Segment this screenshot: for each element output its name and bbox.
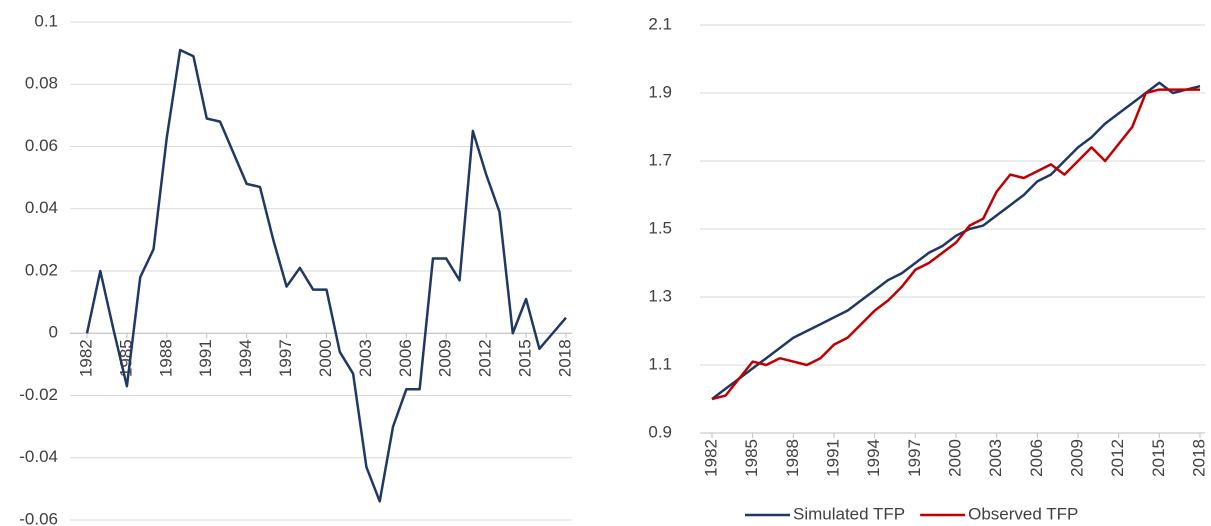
y-tick-label: 0 — [49, 323, 58, 342]
x-tick-label: 1991 — [823, 439, 842, 477]
x-tick-label: 1982 — [76, 339, 95, 377]
x-tick-label: 1985 — [742, 439, 761, 477]
x-tick-label: 2018 — [555, 339, 574, 377]
y-tick-label: 0.04 — [25, 198, 58, 217]
y-tick-label: 0.02 — [25, 260, 58, 279]
y-tick-label: 0.06 — [25, 136, 58, 155]
x-tick-label: 2006 — [1027, 439, 1046, 477]
x-tick-label: 1994 — [864, 439, 883, 477]
x-tick-label: 1997 — [905, 439, 924, 477]
x-tick-label: 2012 — [476, 339, 495, 377]
x-tick-label: 2015 — [1149, 439, 1168, 477]
data-line — [85, 48, 567, 503]
x-tick-label: 2012 — [1108, 439, 1127, 477]
x-tick-label: 1988 — [783, 439, 802, 477]
data-line — [711, 81, 1201, 400]
y-tick-label: 1.3 — [648, 286, 672, 305]
x-tick-label: 1988 — [156, 339, 175, 377]
x-tick-label: 1982 — [701, 439, 720, 477]
x-tick-label: 1997 — [276, 339, 295, 377]
y-tick-label: 1.1 — [648, 354, 672, 373]
x-tick-label: 2009 — [1067, 439, 1086, 477]
y-tick-label: -0.02 — [19, 385, 58, 404]
y-tick-label: -0.06 — [19, 509, 58, 526]
data-line — [711, 88, 1200, 401]
legend-label: Observed TFP — [968, 504, 1078, 523]
y-tick-label: -0.04 — [19, 447, 58, 466]
x-tick-label: 2003 — [986, 439, 1005, 477]
y-tick-label: 0.1 — [34, 11, 58, 30]
y-tick-label: 0.9 — [648, 422, 672, 441]
x-tick-label: 2000 — [316, 339, 335, 377]
y-tick-label: 2.1 — [648, 14, 672, 33]
x-tick-label: 1991 — [196, 339, 215, 377]
legend-label: Simulated TFP — [793, 504, 905, 523]
x-tick-label: 2003 — [356, 339, 375, 377]
x-tick-label: 2009 — [436, 339, 455, 377]
y-tick-label: 1.5 — [648, 218, 672, 237]
y-tick-label: 1.9 — [648, 82, 672, 101]
x-tick-label: 2018 — [1189, 439, 1208, 477]
y-tick-label: 0.08 — [25, 74, 58, 93]
x-tick-label: 2015 — [516, 339, 535, 377]
x-tick-label: 1994 — [236, 339, 255, 377]
x-tick-label: 2000 — [945, 439, 964, 477]
y-tick-label: 1.7 — [648, 150, 672, 169]
x-tick-label: 2006 — [396, 339, 415, 377]
